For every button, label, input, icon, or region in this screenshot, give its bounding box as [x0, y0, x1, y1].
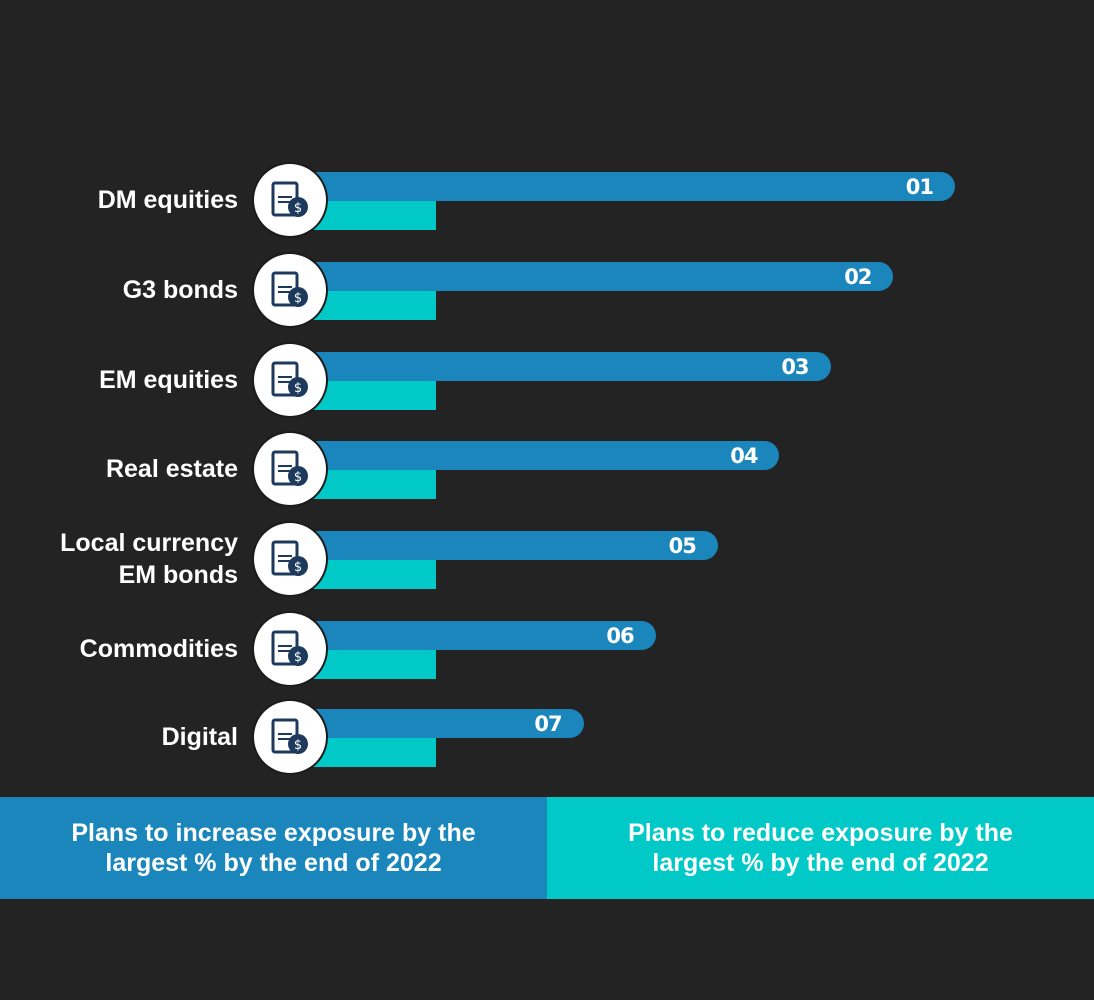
bar-row: EM equities 03 $: [0, 342, 1094, 418]
legend-increase-line1: Plans to increase exposure by the: [71, 819, 476, 847]
bond-certificate-icon: $: [254, 254, 326, 326]
rank-label: 04: [730, 444, 758, 468]
category-label: Real estate: [0, 453, 238, 485]
category-label: EM equities: [0, 364, 238, 396]
rank-label: 05: [668, 534, 697, 558]
category-label: Local currency EM bonds: [0, 527, 238, 591]
bar-increase: 04: [300, 441, 780, 470]
svg-text:$: $: [294, 738, 302, 753]
svg-text:$: $: [294, 650, 302, 665]
category-label: Commodities: [0, 633, 238, 665]
legend-reduce-line1: Plans to reduce exposure by the: [628, 819, 1013, 847]
bar-increase: 03: [300, 352, 831, 381]
legend-reduce: Plans to reduce exposure by the largest %…: [547, 797, 1094, 899]
svg-text:$: $: [294, 381, 302, 396]
bar-row: Local currency EM bonds 05 $: [0, 521, 1094, 597]
legend-increase: Plans to increase exposure by the largest…: [0, 797, 547, 899]
bar-increase: 06: [300, 621, 656, 650]
bar-row: Digital 07 $: [0, 699, 1094, 775]
real-estate-icon: $: [254, 433, 326, 505]
category-label-line: EM bonds: [118, 561, 238, 589]
bar-increase: 01: [300, 172, 955, 201]
bar-increase: 02: [300, 262, 894, 291]
svg-text:$: $: [294, 470, 302, 485]
currency-growth-icon: $: [254, 523, 326, 595]
bar-row: G3 bonds 02 $: [0, 252, 1094, 328]
stock-certificate-icon: $: [254, 344, 326, 416]
rank-label: 03: [781, 355, 809, 379]
category-label-line: Digital: [161, 723, 238, 751]
category-label-line: Commodities: [79, 635, 238, 663]
rank-label: 02: [844, 265, 872, 289]
category-label-line: G3 bonds: [122, 276, 238, 304]
legend-reduce-line2: largest % by the end of 2022: [652, 849, 989, 877]
certificate-money-bag-icon: $: [254, 164, 326, 236]
bar-row: Real estate 04 $: [0, 431, 1094, 507]
svg-text:$: $: [294, 560, 302, 575]
rank-label: 01: [905, 175, 934, 199]
category-label: DM equities: [0, 184, 238, 216]
category-label-line: Real estate: [105, 455, 238, 483]
svg-text:$: $: [294, 291, 302, 306]
bar-increase: 07: [300, 709, 584, 738]
commodities-icon: $: [254, 613, 326, 685]
category-label: G3 bonds: [0, 274, 238, 306]
rank-label: 06: [606, 624, 634, 648]
rank-label: 07: [534, 712, 562, 736]
category-label-line: EM equities: [99, 366, 238, 394]
bar-increase: 05: [300, 531, 718, 560]
digital-pie-chart-icon: $: [254, 701, 326, 773]
bar-row: DM equities 01 $: [0, 162, 1094, 238]
bar-row: Commodities 06 $: [0, 611, 1094, 687]
category-label-line: Local currency: [60, 529, 238, 557]
svg-text:$: $: [294, 201, 302, 216]
category-label: Digital: [0, 721, 238, 753]
category-label-line: DM equities: [97, 186, 238, 214]
legend-increase-line2: largest % by the end of 2022: [105, 849, 442, 877]
